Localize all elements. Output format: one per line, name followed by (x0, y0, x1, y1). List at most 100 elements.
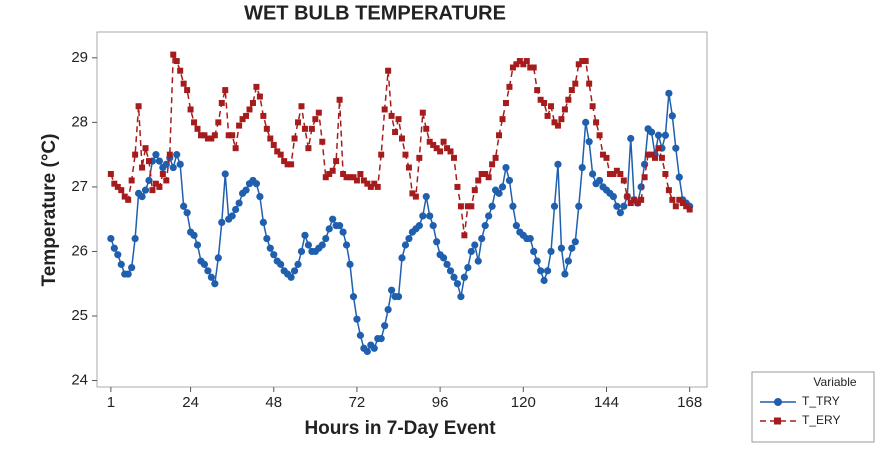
data-point (550, 202, 559, 210)
data-point (429, 222, 437, 230)
data-point (221, 170, 229, 178)
data-point (499, 116, 506, 123)
data-point (301, 231, 309, 239)
data-point (627, 200, 634, 207)
data-point (326, 171, 333, 177)
data-point (661, 131, 670, 139)
data-point (340, 171, 347, 177)
data-point (180, 202, 188, 210)
data-point (575, 202, 583, 210)
data-point (304, 241, 313, 249)
data-point (228, 212, 236, 220)
data-point (600, 151, 607, 158)
data-point (342, 241, 351, 249)
y-tick-label: 24 (71, 372, 88, 389)
data-point (350, 174, 357, 181)
data-point (676, 196, 683, 203)
data-point (211, 280, 219, 288)
data-point (267, 135, 274, 142)
data-point (419, 212, 427, 220)
data-point (481, 222, 489, 230)
y-tick-label: 28 (71, 113, 88, 130)
y-tick-label: 25 (71, 307, 88, 324)
data-point (107, 171, 114, 177)
data-point (128, 177, 135, 184)
data-point (464, 263, 472, 272)
data-point (544, 112, 551, 119)
data-point (405, 234, 413, 243)
data-point (125, 196, 132, 203)
data-point (252, 180, 261, 188)
data-point (547, 247, 555, 256)
data-point (377, 334, 385, 343)
data-point (533, 257, 541, 265)
data-point (571, 238, 579, 246)
data-point (586, 80, 593, 87)
data-point (579, 58, 586, 65)
data-point (557, 244, 566, 252)
data-point (422, 192, 430, 201)
data-point (624, 193, 631, 200)
data-point (201, 132, 208, 139)
data-point (446, 267, 455, 275)
data-point (464, 203, 471, 210)
data-point (236, 122, 243, 129)
data-point (675, 173, 683, 181)
data-point (204, 267, 212, 275)
legend-marker (774, 398, 782, 406)
data-point (526, 234, 534, 243)
data-point (554, 160, 562, 168)
data-point (284, 161, 291, 168)
data-point (561, 270, 569, 278)
data-point (297, 247, 306, 256)
data-point (107, 234, 115, 243)
data-point (385, 67, 392, 74)
data-point (662, 171, 669, 177)
data-point (485, 212, 493, 220)
data-point (505, 176, 514, 185)
legend-title: Variable (813, 375, 856, 389)
data-point (290, 267, 299, 275)
data-point (453, 280, 462, 288)
x-tick-label: 168 (677, 394, 702, 411)
data-point (613, 167, 620, 174)
data-point (315, 109, 322, 116)
data-point (444, 145, 451, 152)
data-point (554, 122, 561, 129)
data-point (295, 119, 302, 126)
data-point (654, 131, 663, 139)
data-point (114, 183, 121, 190)
data-point (132, 151, 139, 158)
data-point (672, 203, 679, 210)
data-point (318, 241, 326, 249)
data-point (170, 51, 177, 58)
data-point (370, 344, 378, 352)
data-point (235, 199, 243, 207)
data-point (558, 116, 565, 123)
data-point (603, 154, 610, 161)
y-axis-label: Temperature (°C) (39, 134, 60, 287)
data-point (218, 218, 226, 227)
data-point (665, 89, 673, 97)
y-tick-label: 27 (71, 178, 88, 195)
data-point (266, 244, 274, 252)
x-tick-label: 144 (594, 394, 619, 411)
data-point (287, 273, 295, 281)
data-point (124, 270, 132, 278)
data-point (655, 145, 662, 152)
data-point (135, 103, 142, 110)
data-point (159, 171, 166, 177)
data-point (336, 222, 344, 230)
data-point (512, 222, 520, 230)
legend-marker (774, 417, 781, 425)
data-point (259, 218, 267, 227)
data-point (582, 58, 589, 65)
data-point (593, 119, 600, 126)
data-point (239, 116, 246, 123)
data-point (551, 119, 558, 126)
data-point (513, 61, 520, 68)
data-point (218, 100, 225, 106)
data-point (647, 128, 656, 136)
data-point (301, 125, 308, 132)
data-point (412, 193, 419, 200)
